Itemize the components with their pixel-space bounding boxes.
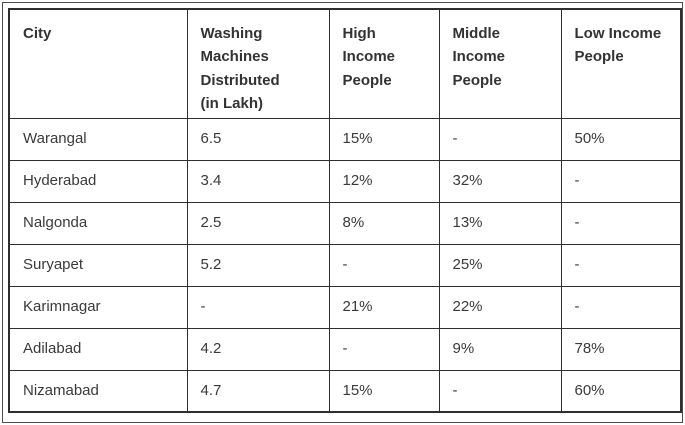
- table-row: Hyderabad 3.4 12% 32% -: [8, 159, 682, 203]
- table-row: Warangal 6.5 15% - 50%: [8, 117, 682, 161]
- cell-low-income: 50%: [560, 117, 682, 161]
- cell-low-income: 60%: [560, 369, 682, 413]
- cell-city: Suryapet: [8, 243, 188, 287]
- cell-high-income: -: [328, 327, 440, 371]
- cell-high-income: 8%: [328, 201, 440, 245]
- cell-high-income: 21%: [328, 285, 440, 329]
- cell-high-income: 12%: [328, 159, 440, 203]
- cell-middle-income: 9%: [438, 327, 562, 371]
- cell-middle-income: 13%: [438, 201, 562, 245]
- cell-middle-income: 25%: [438, 243, 562, 287]
- cell-washing-machines: 4.2: [186, 327, 330, 371]
- cell-washing-machines: 4.7: [186, 369, 330, 413]
- washing-machines-distribution-table: City Washing Machines Distributed (in La…: [8, 8, 682, 413]
- cell-middle-income: 22%: [438, 285, 562, 329]
- cell-low-income: -: [560, 159, 682, 203]
- cell-city: Nalgonda: [8, 201, 188, 245]
- cell-high-income: 15%: [328, 369, 440, 413]
- cell-low-income: -: [560, 243, 682, 287]
- table-row: Karimnagar - 21% 22% -: [8, 285, 682, 329]
- cell-washing-machines: 5.2: [186, 243, 330, 287]
- header-low-income: Low Income People: [560, 8, 682, 119]
- cell-city: Nizamabad: [8, 369, 188, 413]
- cell-washing-machines: 3.4: [186, 159, 330, 203]
- cell-washing-machines: 2.5: [186, 201, 330, 245]
- cell-washing-machines: 6.5: [186, 117, 330, 161]
- table-row: Nalgonda 2.5 8% 13% -: [8, 201, 682, 245]
- cell-city: Warangal: [8, 117, 188, 161]
- cell-high-income: 15%: [328, 117, 440, 161]
- cell-middle-income: -: [438, 117, 562, 161]
- cell-middle-income: 32%: [438, 159, 562, 203]
- header-middle-income: Middle Income People: [438, 8, 562, 119]
- table-row: Nizamabad 4.7 15% - 60%: [8, 369, 682, 413]
- cell-low-income: -: [560, 201, 682, 245]
- cell-high-income: -: [328, 243, 440, 287]
- table-row: Suryapet 5.2 - 25% -: [8, 243, 682, 287]
- cell-city: Hyderabad: [8, 159, 188, 203]
- cell-city: Karimnagar: [8, 285, 188, 329]
- table-row: Adilabad 4.2 - 9% 78%: [8, 327, 682, 371]
- cell-city: Adilabad: [8, 327, 188, 371]
- table-header-row: City Washing Machines Distributed (in La…: [8, 8, 682, 119]
- cell-middle-income: -: [438, 369, 562, 413]
- header-washing-machines: Washing Machines Distributed (in Lakh): [186, 8, 330, 119]
- cell-low-income: 78%: [560, 327, 682, 371]
- header-high-income: High Income People: [328, 8, 440, 119]
- cell-washing-machines: -: [186, 285, 330, 329]
- cell-low-income: -: [560, 285, 682, 329]
- header-city: City: [8, 8, 188, 119]
